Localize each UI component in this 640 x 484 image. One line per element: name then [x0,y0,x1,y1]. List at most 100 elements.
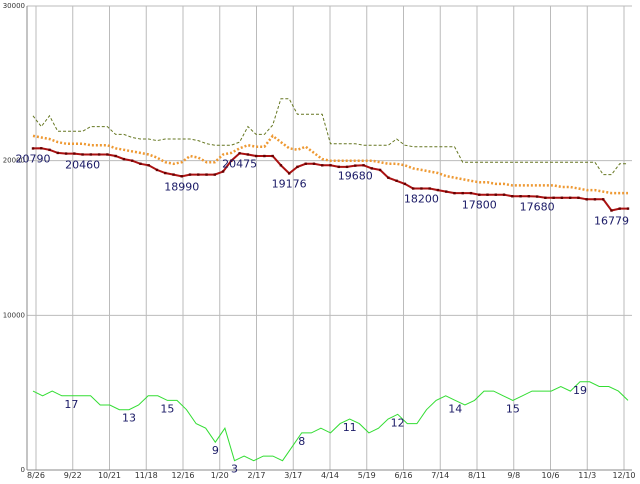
data-label-price: 17800 [462,199,497,212]
price-point [626,207,630,210]
price-point [296,165,299,169]
price-point [254,154,258,158]
data-label-count: 3 [231,463,238,476]
x-tick-label: 10/21 [98,471,121,480]
data-label-price: 20475 [222,157,257,170]
data-label-price: 19680 [338,170,373,183]
price-point [535,195,539,198]
price-point [329,164,332,167]
data-label-count: 19 [573,384,587,397]
price-point [287,172,291,175]
data-label-count: 12 [391,416,405,429]
price-point [387,176,390,179]
series-line-dotted [32,134,628,195]
price-point [618,207,621,210]
x-tick-label: 3/17 [284,471,302,480]
data-label-price: 19176 [272,177,307,190]
x-tick-label: 5/19 [358,471,376,480]
price-point [205,173,208,176]
price-point [246,153,250,156]
price-point [279,164,283,167]
price-point [139,162,142,165]
price-point [40,147,43,150]
price-point [238,152,241,155]
price-point [511,195,514,198]
series-layer [31,98,630,462]
price-point [585,198,588,201]
data-label-count: 11 [343,421,357,434]
x-tick-label: 11/18 [135,471,158,480]
price-point [345,165,349,169]
x-tick-label: 7/14 [431,471,449,480]
price-point [81,153,84,156]
price-point [568,196,572,199]
price-point [453,191,456,195]
price-point [444,190,448,193]
data-label-count: 8 [298,435,305,448]
x-tick-label: 9/8 [507,471,520,480]
x-tick-label: 6/16 [395,471,413,480]
y-tick-label: 20000 [3,157,25,165]
axes: 0 10000 20000 30000 8/26 9/22 10/21 11/18 12/16 1… [3,2,636,480]
series-line-high [32,98,628,176]
price-point [114,154,117,158]
price-point [180,175,183,178]
price-point [337,165,340,169]
price-point [321,164,324,167]
x-tick-label: 8/11 [468,471,486,480]
data-label-count: 14 [448,402,462,415]
data-label-price: 20460 [65,158,100,171]
x-tick-label: 2/17 [248,471,266,480]
x-tick-label: 12/16 [171,471,194,480]
price-point [106,153,109,156]
price-point [378,168,382,172]
price-point [552,196,555,199]
price-point [172,173,175,176]
price-point [271,154,274,158]
x-tick-label: 12/10 [612,471,635,480]
price-point [436,188,440,192]
price-point [130,159,134,162]
price-point [31,147,35,150]
x-tick-label: 8/26 [27,471,45,480]
y-tick-label: 30000 [3,2,25,10]
price-point [48,148,51,152]
x-tick-label: 4/14 [321,471,339,480]
data-label-count: 17 [64,398,78,411]
price-point [188,173,192,176]
price-point [411,187,415,190]
x-tick-label: 11/3 [578,471,596,480]
grid [27,5,632,471]
data-label-price: 20790 [16,152,51,165]
data-label-price: 18200 [404,193,439,206]
data-label-price: 17680 [520,201,555,214]
price-point [155,168,159,172]
price-point [593,198,597,201]
y-tick-label: 0 [21,466,25,474]
price-point [362,164,365,167]
price-point [89,153,93,156]
data-label-count: 15 [506,402,520,415]
price-point [610,209,613,212]
price-point [73,152,76,155]
price-point [403,182,407,186]
price-point [370,167,374,170]
price-point [56,151,59,155]
price-point [494,193,497,196]
price-point [519,195,522,198]
data-label-price: 18990 [164,180,199,193]
price-point [577,196,580,199]
x-tick-label: 9/22 [64,471,82,480]
price-point [544,196,547,199]
price-point [213,173,217,176]
price-point [230,159,233,162]
price-point [312,162,316,165]
labels-layer: 20790 20460 18990 20475 19176 19680 18200 17800… [16,152,629,475]
price-point [122,157,126,161]
price-point [527,195,531,198]
price-point [64,152,68,155]
price-point [478,193,481,196]
price-point [428,187,431,190]
